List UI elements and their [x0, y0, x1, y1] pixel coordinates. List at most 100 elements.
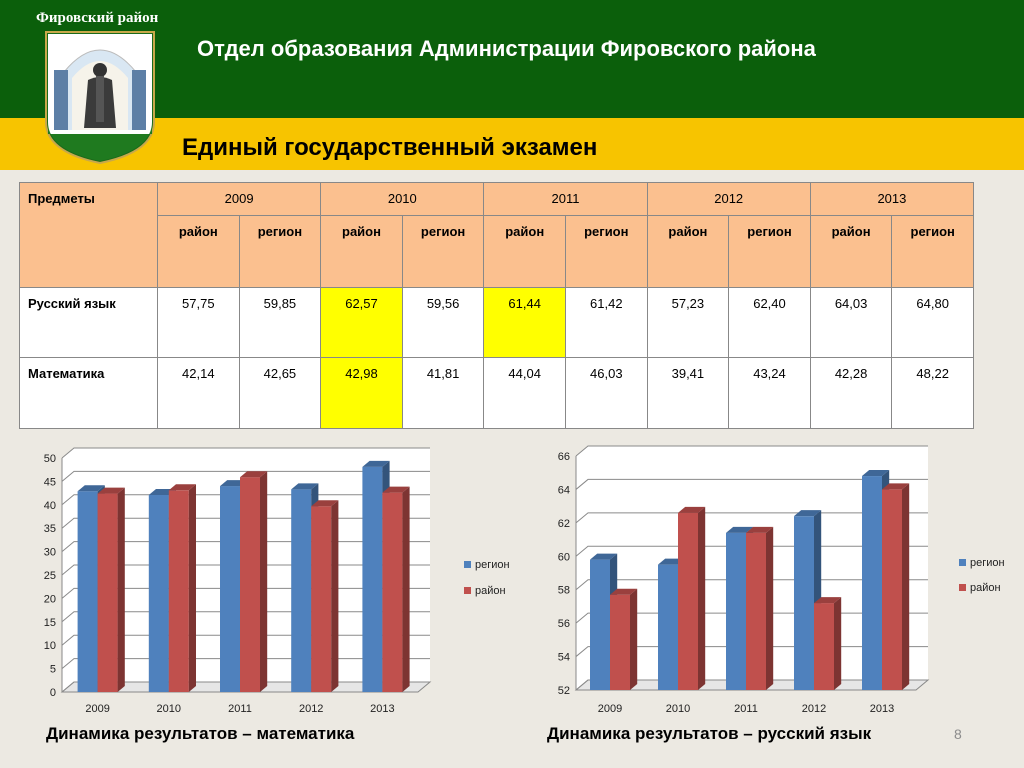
bar-region: [77, 491, 98, 692]
y-tick-label: 10: [44, 640, 56, 652]
legend-swatch: [464, 587, 471, 594]
bar-rayon: [882, 489, 902, 690]
y-tick-label: 62: [558, 518, 570, 530]
bar-region: [794, 516, 814, 690]
gridline: [61, 470, 430, 482]
rayon-subheader: район: [157, 215, 240, 288]
y-tick-label: 58: [558, 585, 570, 597]
bar-rayon: [382, 492, 403, 692]
bar-side: [117, 487, 125, 692]
y-tick-label: 60: [558, 551, 570, 563]
bar-side: [188, 484, 196, 692]
title-band: [0, 118, 1024, 170]
organization-title: Отдел образования Администрации Фировско…: [197, 36, 816, 61]
bar-top: [77, 485, 105, 492]
bar-side: [331, 500, 339, 692]
score-cell: 61,42: [565, 287, 648, 358]
bar-top: [382, 486, 410, 493]
legend-label: регион: [475, 559, 510, 571]
x-tick-label: 2012: [299, 703, 323, 715]
region-subheader: регион: [238, 215, 322, 288]
y-tick-label: 25: [44, 570, 56, 582]
bar-top: [97, 487, 125, 494]
bar-top: [814, 597, 842, 604]
legend-swatch: [959, 559, 966, 566]
bar-side: [260, 471, 268, 692]
score-cell: 59,56: [401, 287, 485, 358]
bar-region: [590, 559, 610, 690]
bar-rayon: [311, 506, 332, 692]
region-name: Фировский район: [36, 10, 159, 26]
x-tick-label: 2013: [870, 703, 894, 715]
score-cell: 57,23: [646, 287, 730, 358]
bar-top: [311, 500, 339, 507]
y-tick-label: 52: [558, 685, 570, 697]
x-tick-label: 2013: [370, 703, 394, 715]
bar-rayon: [240, 477, 260, 692]
year-header: 2009: [156, 182, 322, 216]
legend-label: регион: [970, 557, 1005, 569]
math-chart-caption: Динамика результатов – математика: [46, 724, 355, 743]
x-tick-label: 2011: [734, 703, 758, 715]
exam-title: Единый государственный экзамен: [182, 134, 598, 161]
y-tick-label: 40: [44, 500, 56, 512]
bar-rayon: [746, 532, 766, 690]
math-chart: 0 5 10 15 20 25 30 35 40 45 50 2009 2010 2011 2012 2013…: [44, 447, 510, 715]
coat-of-arms-icon: [45, 31, 155, 165]
bar-region: [658, 564, 678, 690]
bar-region: [726, 532, 746, 690]
x-tick-label: 2012: [802, 703, 826, 715]
x-tick-label: 2009: [598, 703, 622, 715]
bar-top: [746, 526, 774, 533]
y-tick-label: 45: [44, 476, 56, 488]
score-cell: 48,22: [891, 357, 974, 429]
bar-top: [168, 484, 196, 491]
russian-chart: 52 54 56 58 60 62 64 66 2009 2010 2011 2012 2013 реги…: [558, 445, 1005, 715]
y-tick-label: 64: [558, 484, 570, 496]
gridline: [61, 447, 430, 459]
score-cell: 62,40: [728, 287, 811, 358]
bar-rayon: [610, 594, 630, 690]
bar-rayon: [168, 490, 189, 692]
results-table: Предметы 2009 2010 2011 2012 2013 район …: [19, 182, 975, 429]
russian-chart-caption: Динамика результатов – русский язык: [547, 724, 872, 743]
y-tick-label: 66: [558, 451, 570, 463]
bar-top: [726, 526, 754, 533]
gridline: [575, 478, 928, 490]
y-tick-label: 30: [44, 547, 56, 559]
score-cell-highlighted: 42,98: [320, 357, 403, 429]
bar-region: [862, 476, 882, 690]
y-tick-label: 15: [44, 617, 56, 629]
year-header: 2011: [483, 182, 648, 216]
region-subheader: регион: [401, 215, 485, 288]
page-number: 8: [954, 726, 962, 742]
score-cell: 57,75: [157, 287, 240, 358]
year-header: 2012: [646, 182, 811, 216]
score-cell: 64,80: [891, 287, 974, 358]
table-header-row: Предметы 2009 2010 2011 2012 2013: [19, 182, 975, 288]
x-tick-label: 2009: [85, 703, 109, 715]
bar-side: [630, 588, 638, 690]
bar-side: [766, 526, 774, 690]
y-tick-label: 5: [50, 664, 56, 676]
subjects-header: Предметы: [19, 182, 158, 288]
score-cell: 39,41: [646, 357, 730, 429]
bar-rayon: [814, 603, 834, 690]
x-tick-label: 2010: [666, 703, 690, 715]
header-band: [0, 0, 1024, 118]
score-cell: 64,03: [809, 287, 893, 358]
subject-name: Математика: [19, 357, 158, 429]
legend-label: район: [970, 582, 1001, 594]
y-tick-label: 50: [44, 453, 56, 465]
y-tick-label: 56: [558, 618, 570, 630]
y-tick-label: 54: [558, 652, 570, 664]
rayon-subheader: район: [646, 215, 730, 288]
y-tick-label: 35: [44, 523, 56, 535]
score-cell: 42,14: [157, 357, 240, 429]
score-cell: 46,03: [565, 357, 648, 429]
bar-top: [794, 510, 822, 517]
score-cell: 59,85: [238, 287, 322, 358]
table-row: Математика 42,14 42,65 42,98 41,81 44,04…: [19, 357, 974, 429]
bar-side: [902, 483, 910, 690]
bar-side: [698, 506, 706, 690]
